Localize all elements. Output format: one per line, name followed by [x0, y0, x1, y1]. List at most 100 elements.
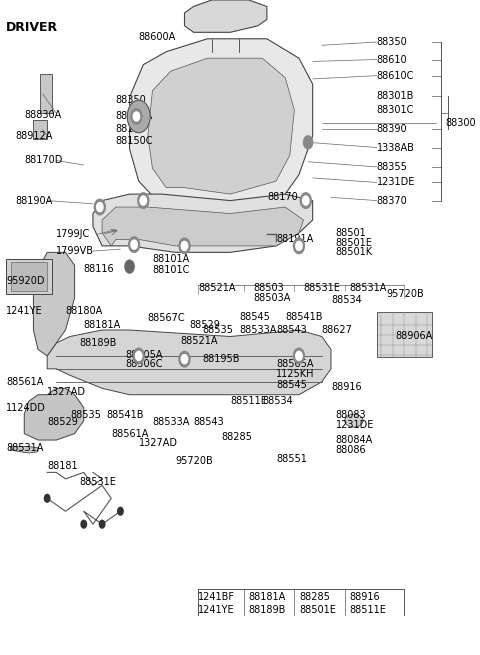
- Text: 88535: 88535: [203, 325, 234, 335]
- Text: 88551: 88551: [276, 455, 307, 464]
- FancyBboxPatch shape: [377, 312, 432, 357]
- Text: 88189B: 88189B: [249, 605, 286, 614]
- Circle shape: [296, 351, 302, 360]
- Text: 88830A: 88830A: [24, 110, 61, 120]
- Circle shape: [303, 136, 312, 149]
- Text: 88545: 88545: [240, 312, 270, 322]
- Text: 88101A: 88101A: [153, 254, 190, 264]
- Text: 1338AB: 1338AB: [377, 143, 415, 153]
- Text: 88545: 88545: [276, 380, 307, 390]
- FancyBboxPatch shape: [11, 262, 47, 291]
- Text: 88501K: 88501K: [336, 248, 372, 257]
- Text: 88350: 88350: [377, 37, 408, 47]
- Text: 88610C: 88610C: [377, 71, 414, 81]
- Text: 88390A: 88390A: [116, 111, 153, 121]
- Text: 88565A: 88565A: [276, 359, 313, 369]
- Text: 1241YE: 1241YE: [6, 306, 43, 316]
- Text: 88501: 88501: [336, 228, 366, 238]
- Text: 88535: 88535: [70, 411, 101, 421]
- Text: 88531A: 88531A: [349, 283, 387, 293]
- Circle shape: [296, 241, 302, 250]
- Text: 88170D: 88170D: [24, 155, 63, 166]
- Circle shape: [131, 240, 137, 249]
- Circle shape: [300, 193, 312, 208]
- Circle shape: [293, 348, 304, 364]
- Text: DRIVER: DRIVER: [6, 21, 58, 33]
- FancyBboxPatch shape: [40, 75, 52, 113]
- FancyBboxPatch shape: [6, 259, 52, 295]
- Text: 1241BF: 1241BF: [198, 591, 235, 602]
- Text: 1799VB: 1799VB: [56, 246, 94, 256]
- Text: 88190A: 88190A: [15, 196, 52, 206]
- Text: 88116: 88116: [84, 263, 114, 274]
- Text: 88083: 88083: [336, 411, 366, 421]
- Text: 88543: 88543: [193, 417, 224, 427]
- Text: 88541B: 88541B: [107, 411, 144, 421]
- Circle shape: [181, 241, 188, 250]
- Text: 88370: 88370: [377, 196, 408, 206]
- PathPatch shape: [11, 447, 38, 453]
- Text: 88511E: 88511E: [230, 396, 267, 406]
- Text: 1327AD: 1327AD: [47, 386, 86, 396]
- Text: 88300: 88300: [445, 118, 476, 128]
- Circle shape: [131, 109, 142, 124]
- Text: 88533A: 88533A: [240, 325, 277, 335]
- Text: 88285: 88285: [221, 432, 252, 442]
- Circle shape: [129, 237, 140, 252]
- Text: 95720B: 95720B: [175, 457, 213, 466]
- PathPatch shape: [93, 194, 312, 252]
- PathPatch shape: [148, 58, 294, 194]
- Ellipse shape: [345, 414, 363, 427]
- Text: 88916: 88916: [349, 591, 380, 602]
- Text: 95720B: 95720B: [386, 290, 424, 299]
- Text: 88503A: 88503A: [253, 293, 290, 303]
- Text: 88529: 88529: [189, 320, 220, 330]
- PathPatch shape: [130, 39, 312, 207]
- Text: 88301C: 88301C: [377, 105, 414, 115]
- Text: 88506C: 88506C: [125, 360, 163, 369]
- Text: 88529: 88529: [47, 417, 78, 427]
- Text: 88181A: 88181A: [249, 591, 286, 602]
- Text: 88084A: 88084A: [336, 435, 373, 445]
- Text: 88181A: 88181A: [84, 320, 121, 330]
- Text: 88350: 88350: [116, 95, 146, 105]
- Circle shape: [140, 196, 146, 205]
- PathPatch shape: [24, 388, 84, 440]
- Text: 88916: 88916: [331, 382, 361, 392]
- Circle shape: [94, 199, 105, 215]
- PathPatch shape: [47, 330, 331, 395]
- Text: 1124DD: 1124DD: [6, 403, 46, 413]
- PathPatch shape: [184, 0, 267, 32]
- Text: 1327AD: 1327AD: [139, 438, 178, 448]
- Text: 1241YE: 1241YE: [198, 605, 235, 614]
- Text: 88541B: 88541B: [285, 312, 323, 322]
- Text: 88521A: 88521A: [198, 283, 236, 293]
- Text: 88170: 88170: [267, 193, 298, 202]
- Circle shape: [179, 351, 190, 367]
- Text: 88285: 88285: [299, 591, 330, 602]
- Text: 88912A: 88912A: [15, 131, 52, 141]
- Text: 88503: 88503: [253, 283, 284, 293]
- Text: 88531E: 88531E: [79, 477, 116, 487]
- Text: 88534: 88534: [331, 295, 362, 305]
- Text: 1799JC: 1799JC: [56, 229, 91, 239]
- Text: 88567C: 88567C: [148, 313, 185, 324]
- Text: 95920D: 95920D: [6, 276, 45, 286]
- Text: 1231DE: 1231DE: [336, 420, 374, 430]
- Text: 88150: 88150: [116, 124, 146, 134]
- Text: 88181: 88181: [47, 461, 78, 471]
- Text: 88195B: 88195B: [203, 354, 240, 364]
- Circle shape: [118, 508, 123, 515]
- Text: 88534: 88534: [262, 396, 293, 406]
- Text: 88180A: 88180A: [65, 306, 103, 316]
- Circle shape: [138, 193, 149, 208]
- Text: 88150C: 88150C: [116, 136, 153, 146]
- Text: 1231DE: 1231DE: [377, 178, 415, 187]
- Circle shape: [181, 354, 188, 364]
- Text: 88531A: 88531A: [6, 443, 43, 453]
- Text: 1125KH: 1125KH: [276, 369, 314, 379]
- Text: 88610: 88610: [377, 54, 408, 64]
- Circle shape: [302, 196, 309, 205]
- Circle shape: [96, 202, 103, 212]
- Text: 88501E: 88501E: [336, 238, 372, 248]
